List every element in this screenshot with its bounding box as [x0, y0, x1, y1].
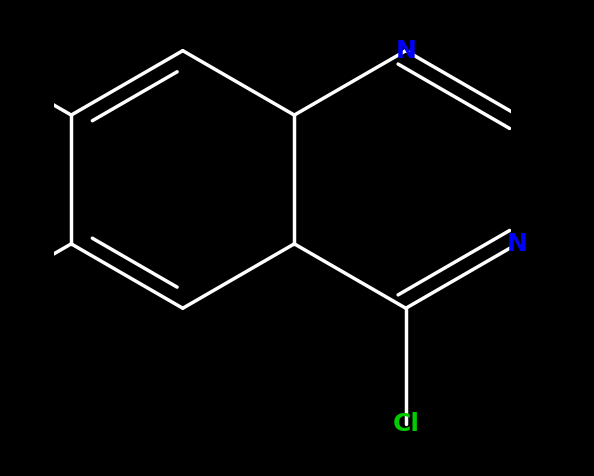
Text: Cl: Cl — [393, 412, 419, 436]
Text: N: N — [396, 39, 416, 63]
Text: N: N — [507, 232, 528, 256]
